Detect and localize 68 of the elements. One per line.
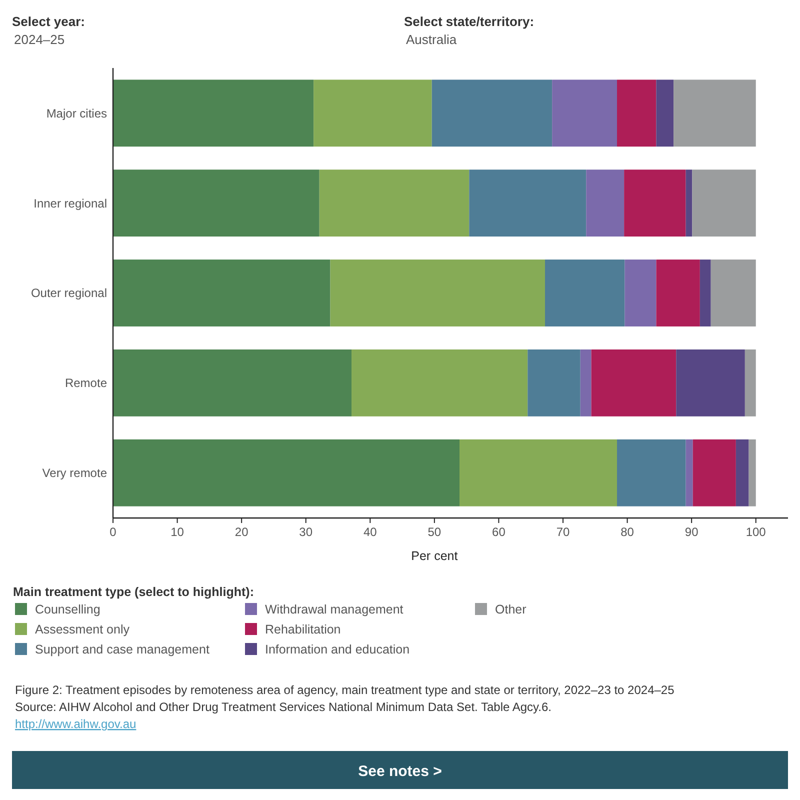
- legend-label: Support and case management: [35, 642, 210, 656]
- bar: [692, 170, 756, 237]
- x-axis-title: Per cent: [411, 549, 458, 563]
- bar: [656, 80, 674, 147]
- caption: Figure 2: Treatment episodes by remoteness area of agency, main treatment type and state or territory, 2022–23 to 2024–25: [15, 683, 675, 697]
- text: Select state/territory:: [404, 14, 534, 29]
- bar: [656, 260, 700, 326]
- source-note: Source: AIHW Alcohol and Other Drug Treatment Services National Minimum Data Set. Table Agcy.6.: [15, 700, 552, 714]
- bar: [432, 80, 552, 147]
- x-tick-label: 20: [234, 525, 249, 539]
- bar: [352, 349, 528, 416]
- bar: [528, 349, 580, 416]
- bar: [113, 349, 352, 416]
- text: http://www.aihw.gov.au: [15, 717, 136, 731]
- y-tick-label: Remote: [64, 376, 108, 390]
- bar: [469, 170, 586, 237]
- legend-label: Other: [495, 602, 526, 616]
- bar: [586, 170, 624, 237]
- bar: [113, 170, 320, 237]
- y-tick-label: Major cities: [46, 106, 107, 120]
- bar: [591, 349, 676, 416]
- legend-title: Main treatment type (select to highlight):: [13, 585, 254, 599]
- bar: [624, 170, 686, 237]
- bar: [686, 170, 692, 237]
- x-tick-label: 30: [299, 525, 313, 539]
- bar: [319, 170, 470, 237]
- bar: [314, 80, 432, 147]
- bar: [686, 439, 693, 506]
- x-tick-label: 70: [556, 525, 570, 539]
- x-tick-label: 50: [428, 525, 442, 539]
- bar: [113, 439, 460, 506]
- bar: [113, 80, 314, 147]
- bar: [460, 439, 617, 506]
- y-tick-label: Very remote: [42, 466, 108, 480]
- legend-label: Rehabilitation: [265, 622, 341, 636]
- text: 2024–25: [14, 32, 65, 47]
- text: See notes >: [358, 763, 442, 780]
- x-tick-label: 40: [363, 525, 378, 539]
- legend-label: Information and education: [265, 642, 410, 656]
- bar: [580, 349, 592, 416]
- bar: [624, 260, 656, 326]
- bar: [736, 439, 749, 506]
- legend-label: Withdrawal management: [265, 602, 404, 616]
- y-tick-label: Inner regional: [34, 196, 107, 210]
- bar: [710, 260, 756, 326]
- x-tick-label: 0: [110, 525, 117, 539]
- x-tick-label: 90: [684, 525, 699, 539]
- bar: [674, 80, 756, 147]
- bar: [545, 260, 625, 326]
- bar: [692, 439, 736, 506]
- text: Australia: [406, 32, 458, 47]
- text: Select year:: [12, 14, 85, 29]
- legend-label: Assessment only: [35, 622, 130, 636]
- y-tick-label: Outer regional: [30, 286, 107, 300]
- x-tick-label: 80: [620, 525, 634, 539]
- x-tick-label: 100: [746, 525, 766, 539]
- bar: [676, 349, 745, 416]
- x-tick-label: 10: [170, 525, 184, 539]
- bar: [113, 260, 330, 326]
- bar: [552, 80, 617, 147]
- bar: [617, 80, 656, 147]
- legend-label: Counselling: [35, 602, 100, 616]
- bar: [700, 260, 711, 326]
- bar: [744, 349, 756, 416]
- bar: [330, 260, 545, 326]
- bar: [617, 439, 686, 506]
- x-tick-label: 60: [492, 525, 506, 539]
- bar: [748, 439, 756, 506]
